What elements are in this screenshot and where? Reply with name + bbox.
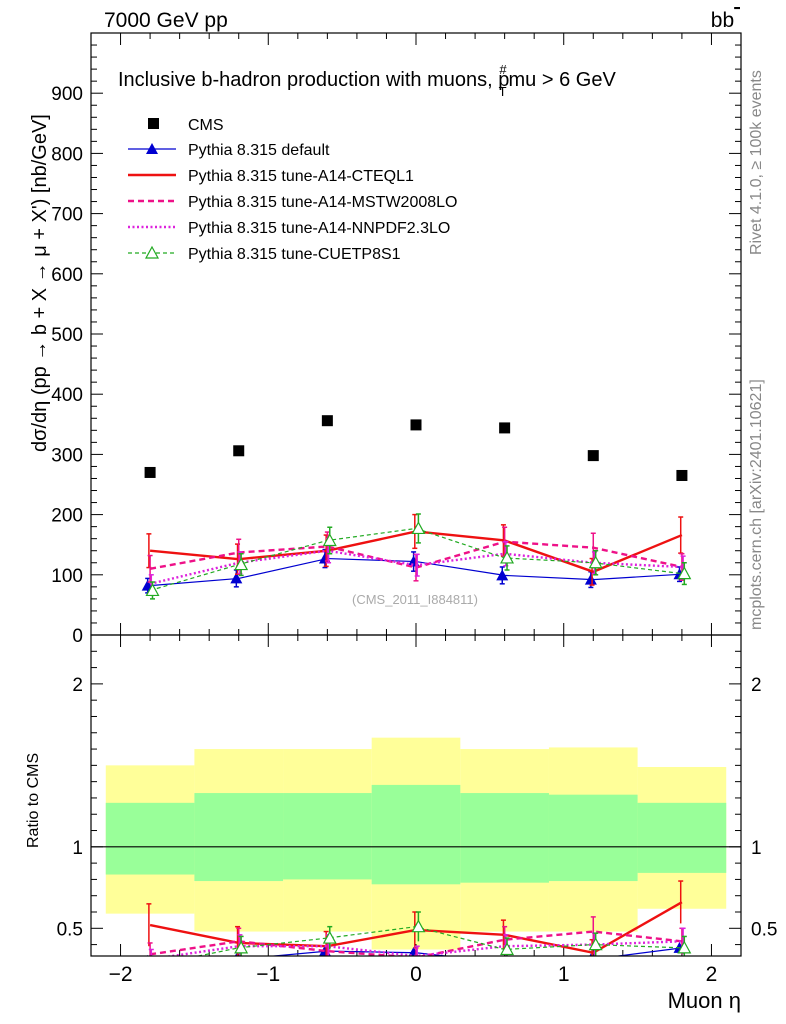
- ratio-data-point: [146, 960, 158, 971]
- ratio-y-tick-label: 1: [72, 838, 83, 859]
- ratio-data-marks: [146, 880, 692, 971]
- main-y-axis-label: dσ/dη (pp → b + X → μ + X') [nb/GeV]: [29, 114, 51, 452]
- legend-marker-cuetp8s1: [144, 245, 160, 259]
- legend-label-default: Pythia 8.315 default: [188, 142, 330, 159]
- cms-data-point: [321, 415, 333, 427]
- y-tick-label: 200: [51, 506, 83, 527]
- rivet-label: Rivet 4.1.0, ≥ 100k events: [748, 70, 765, 255]
- ratio-uncertainty-bands: [91, 737, 741, 950]
- ratio-data-point: [677, 940, 692, 954]
- legend-marker-cms: [148, 118, 159, 129]
- main-axis-ticks: [90, 33, 742, 636]
- legend-label-cms: CMS: [188, 117, 224, 134]
- data-point: [145, 583, 160, 597]
- main-y-tick-labels: 0 100 200 300 400 500 600 700 800 900: [51, 84, 83, 647]
- data-point: [411, 521, 426, 535]
- x-tick-label: 2: [706, 963, 718, 986]
- ratio-y-axis-label: Ratio to CMS: [25, 753, 42, 848]
- data-point: [584, 573, 597, 585]
- data-point: [500, 550, 515, 564]
- legend-marker-default: [146, 143, 158, 154]
- y-tick-label: 800: [51, 144, 83, 165]
- data-point: [677, 566, 692, 580]
- ratio-y-tick-label-right: 0.5: [751, 919, 777, 940]
- legend-label-cteql1: Pythia 8.315 tune-A14-CTEQL1: [188, 168, 414, 185]
- cms-data-point: [233, 445, 245, 457]
- ratio-y-tick-label-right: 1: [751, 838, 762, 859]
- inner-uncertainty-band: [105, 802, 195, 875]
- cms-data-point: [499, 422, 511, 434]
- main-data-marks: [141, 415, 692, 600]
- inner-uncertainty-band: [460, 793, 549, 883]
- y-tick-label: 500: [51, 325, 83, 346]
- cms-data-point: [410, 419, 422, 431]
- cms-data-point: [144, 466, 156, 478]
- process-label: bb: [711, 9, 740, 32]
- data-point: [230, 572, 243, 584]
- ratio-data-point: [500, 942, 515, 956]
- site-label: mcplots.cern.ch [arXiv:2401.10621]: [748, 379, 765, 630]
- x-axis-label: Muon η: [668, 988, 741, 1013]
- x-tick-label: −1: [256, 963, 280, 986]
- cms-data-point: [587, 450, 599, 462]
- inner-uncertainty-band: [548, 794, 638, 882]
- ratio-data-point: [322, 930, 337, 944]
- y-tick-label: 700: [51, 205, 83, 226]
- y-tick-label: 0: [72, 626, 83, 647]
- energy-label: 7000 GeV pp: [104, 9, 228, 32]
- ratio-y-tick-labels: 0.5 0.5 1 1 2 2: [57, 675, 778, 940]
- y-tick-label: 900: [51, 84, 83, 105]
- chart-title: Inclusive b-hadron production with muons…: [118, 62, 616, 99]
- inner-uncertainty-band: [371, 784, 461, 885]
- x-tick-label: −2: [109, 963, 133, 986]
- legend-label-mstw: Pythia 8.315 tune-A14-MSTW2008LO: [188, 194, 457, 211]
- ratio-y-tick-label: 0.5: [57, 919, 83, 940]
- ratio-data-point: [411, 919, 426, 933]
- y-tick-label: 400: [51, 385, 83, 406]
- data-point: [234, 557, 249, 571]
- ratio-panel: 0.5 0.5 1 1 2 2 −2 −1 0 1 2: [57, 634, 778, 986]
- analysis-label: (CMS_2011_I884811): [352, 592, 478, 607]
- legend: CMS Pythia 8.315 default Pythia 8.315 tu…: [128, 117, 457, 263]
- data-point: [496, 569, 509, 581]
- ratio-y-tick-label-right: 2: [751, 675, 762, 696]
- x-tick-labels: −2 −1 0 1 2: [109, 963, 718, 986]
- ratio-y-tick-label: 2: [72, 675, 83, 696]
- x-tick-label: 0: [410, 963, 422, 986]
- y-tick-label: 600: [51, 265, 83, 286]
- x-tick-label: 1: [558, 963, 570, 986]
- cms-data-point: [676, 469, 688, 481]
- inner-uncertainty-band: [283, 793, 372, 880]
- data-point: [588, 555, 603, 569]
- main-panel: 0 100 200 300 400 500 600 700 800 900: [51, 32, 742, 647]
- ratio-data-point: [496, 957, 508, 968]
- legend-label-nnpdf: Pythia 8.315 tune-A14-NNPDF2.3LO: [188, 220, 450, 237]
- ratio-data-point: [234, 940, 249, 954]
- data-point: [322, 533, 337, 547]
- y-tick-label: 100: [51, 566, 83, 587]
- inner-uncertainty-band: [637, 802, 727, 873]
- inner-uncertainty-band: [194, 793, 284, 882]
- ratio-data-point: [588, 937, 603, 951]
- y-tick-label: 300: [51, 445, 83, 466]
- ratio-frame: [90, 634, 742, 957]
- legend-label-cuetp8s1: Pythia 8.315 tune-CUETP8S1: [188, 246, 401, 263]
